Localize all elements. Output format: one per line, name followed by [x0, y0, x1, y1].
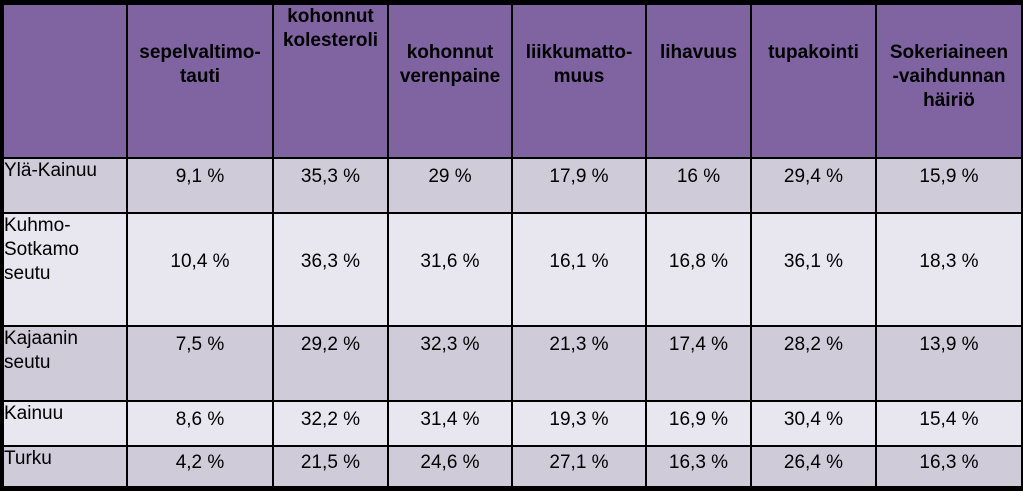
table-row: Ylä-Kainuu 9,1 % 35,3 % 29 % 17,9 % 16 % 29,4 … — [4, 159, 1021, 212]
row-label-line: Turku — [4, 448, 52, 469]
column-header: lihavuus — [647, 5, 750, 157]
row-label-line: seutu — [4, 263, 51, 284]
table-cell: 10,4 % — [128, 214, 272, 325]
table-cell: 31,4 % — [389, 402, 511, 445]
row-label: Turku — [4, 447, 126, 486]
column-header: tupakointi — [752, 5, 875, 157]
table-row: Kajaanin seutu 7,5 % 29,2 % 32,3 % 21,3 % 17,4… — [4, 327, 1021, 400]
row-label: Kuhmo- Sotkamo seutu — [4, 214, 126, 325]
table-cell: 30,4 % — [752, 402, 875, 445]
table-cell: 18,3 % — [877, 214, 1021, 325]
column-header-line: kolesteroli — [282, 30, 379, 51]
column-header: sepelvaltimo-tauti — [128, 5, 272, 157]
row-label-line: Kajaanin — [4, 328, 78, 349]
column-header: liikkumatto-muus — [513, 5, 645, 157]
table-cell: 16,1 % — [513, 214, 645, 325]
table-cell: 29,4 % — [752, 159, 875, 212]
table-cell: 19,3 % — [513, 402, 645, 445]
table-cell: 27,1 % — [513, 447, 645, 486]
table-cell: 32,2 % — [274, 402, 387, 445]
row-label-line: Ylä-Kainuu — [4, 160, 97, 181]
table-cell: 21,5 % — [274, 447, 387, 486]
table-cell: 9,1 % — [128, 159, 272, 212]
table-cell: 15,9 % — [877, 159, 1021, 212]
table-row: Turku 4,2 % 21,5 % 24,6 % 27,1 % 16,3 % 26,4 %… — [4, 447, 1021, 486]
column-header-line: muus — [553, 66, 605, 87]
column-header-line: sepelvaltimo- — [139, 42, 261, 63]
row-label: Kainuu — [4, 402, 126, 445]
column-header-line: verenpaine — [399, 66, 501, 87]
table-cell: 32,3 % — [389, 327, 511, 400]
table-cell: 16,8 % — [647, 214, 750, 325]
table-cell: 17,4 % — [647, 327, 750, 400]
table-cell: 16,9 % — [647, 402, 750, 445]
row-label-line: Kainuu — [4, 403, 64, 424]
table-cell: 4,2 % — [128, 447, 272, 486]
column-header-line: tauti — [179, 66, 221, 87]
table-cell: 16 % — [647, 159, 750, 212]
column-header: kohonnut kolesteroli — [274, 5, 387, 157]
row-label-line: Sotkamo — [4, 239, 79, 260]
table-cell: 16,3 % — [647, 447, 750, 486]
column-header: Sokeriaineen -vaihdunnan häiriö — [877, 5, 1021, 157]
table-cell: 29,2 % — [274, 327, 387, 400]
column-header-line: kohonnut — [287, 6, 374, 27]
table-cell: 8,6 % — [128, 402, 272, 445]
column-header-line: -vaihdunnan — [892, 66, 1006, 87]
table-cell: 15,4 % — [877, 402, 1021, 445]
risk-factor-table: sepelvaltimo-tauti kohonnut kolesteroli k… — [2, 3, 1023, 488]
column-header-line: lihavuus — [659, 42, 738, 63]
column-header-line: häiriö — [923, 90, 975, 111]
table-row: Kainuu 8,6 % 32,2 % 31,4 % 19,3 % 16,9 % 30,4 … — [4, 402, 1021, 445]
table-cell: 28,2 % — [752, 327, 875, 400]
row-label: Ylä-Kainuu — [4, 159, 126, 212]
column-header: kohonnut verenpaine — [389, 5, 511, 157]
table-cell: 29 % — [389, 159, 511, 212]
table-cell: 36,3 % — [274, 214, 387, 325]
column-header-line: kohonnut — [406, 42, 494, 63]
table-cell: 7,5 % — [128, 327, 272, 400]
row-label-line: seutu — [4, 352, 51, 373]
table-cell: 17,9 % — [513, 159, 645, 212]
table-cell: 13,9 % — [877, 327, 1021, 400]
column-header-line: Sokeriaineen — [889, 42, 1009, 63]
header-row: sepelvaltimo-tauti kohonnut kolesteroli k… — [4, 5, 1021, 157]
table-body: Ylä-Kainuu 9,1 % 35,3 % 29 % 17,9 % 16 % 29,4 … — [4, 159, 1021, 486]
table-cell: 26,4 % — [752, 447, 875, 486]
column-header-line: tupakointi — [768, 42, 859, 63]
table-row: Kuhmo- Sotkamo seutu 10,4 % 36,3 % 31,6 % 16,1… — [4, 214, 1021, 325]
table-cell: 35,3 % — [274, 159, 387, 212]
table-cell: 31,6 % — [389, 214, 511, 325]
row-label-line: Kuhmo- — [4, 215, 71, 236]
table-cell: 16,3 % — [877, 447, 1021, 486]
column-header-line: liikkumatto- — [525, 42, 633, 63]
corner-cell — [4, 5, 126, 157]
table-cell: 24,6 % — [389, 447, 511, 486]
row-label: Kajaanin seutu — [4, 327, 126, 400]
table-cell: 36,1 % — [752, 214, 875, 325]
table-cell: 21,3 % — [513, 327, 645, 400]
